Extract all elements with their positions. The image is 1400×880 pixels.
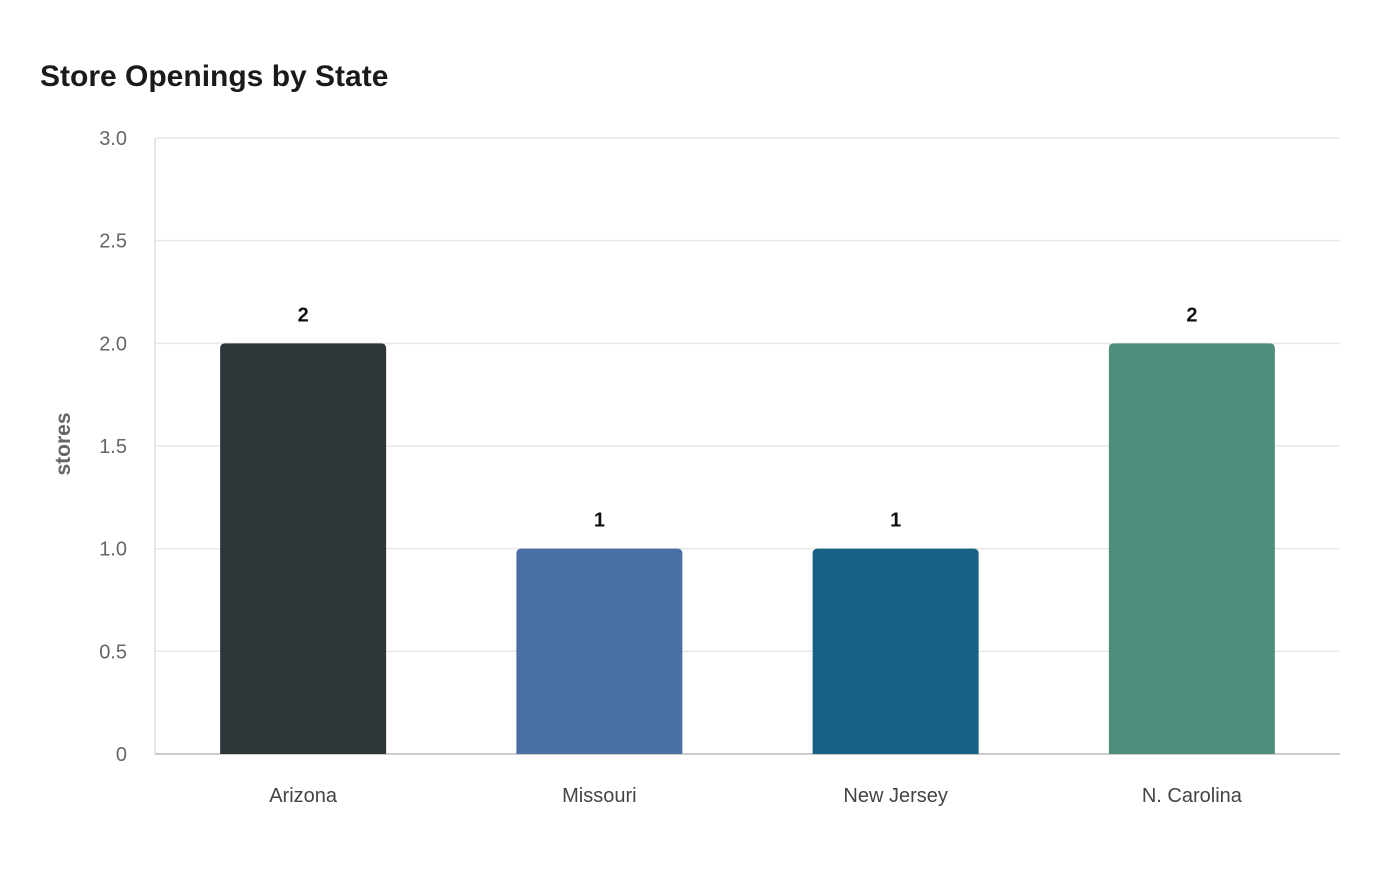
bar-new-jersey: [812, 548, 979, 754]
data-label: 1: [594, 510, 605, 532]
x-tick-label: N. Carolina: [1142, 785, 1243, 807]
x-tick-label: New Jersey: [843, 785, 947, 807]
bar-n-carolina: [1108, 343, 1275, 754]
x-tick-label: Arizona: [269, 785, 338, 807]
data-label: 1: [890, 510, 901, 532]
bars: [220, 343, 1275, 754]
y-tick-label: 0.5: [99, 641, 127, 663]
x-tick-label: Missouri: [562, 785, 636, 807]
y-tick-label: 2.5: [99, 231, 127, 253]
y-tick-label: 0: [116, 744, 127, 766]
y-tick-label: 1.0: [99, 539, 127, 561]
y-tick-label: 1.5: [99, 436, 127, 458]
labels: 2 Arizona 1 Missouri 1 New Jersey 2 N. Carolina: [269, 304, 1243, 807]
chart-title: Store Openings by State: [40, 60, 389, 93]
bar-missouri: [516, 548, 683, 754]
bar-arizona: [220, 343, 387, 754]
y-axis-title: stores: [52, 412, 75, 475]
data-label: 2: [298, 304, 309, 326]
data-label: 2: [1186, 304, 1197, 326]
y-tick-label: 2.0: [99, 333, 127, 355]
y-tick-label: 3.0: [99, 128, 127, 150]
